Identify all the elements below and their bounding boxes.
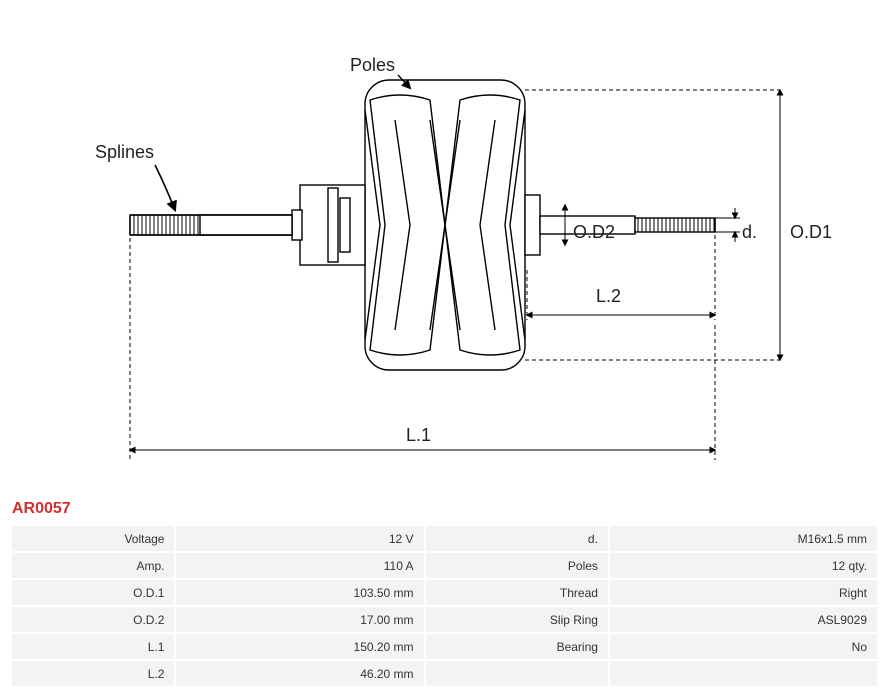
spec-value: 150.20 mm xyxy=(176,634,423,659)
spec-label: L.1 xyxy=(12,634,174,659)
spec-label: Voltage xyxy=(12,526,174,551)
label-d: d. xyxy=(742,222,757,243)
spec-label: Slip Ring xyxy=(426,607,608,632)
spec-label: O.D.2 xyxy=(12,607,174,632)
label-poles: Poles xyxy=(350,55,395,76)
table-row: L.2 46.20 mm xyxy=(12,661,877,686)
spec-label: Amp. xyxy=(12,553,174,578)
label-od1: O.D1 xyxy=(790,222,832,243)
spec-value: 46.20 mm xyxy=(176,661,423,686)
spec-label: Bearing xyxy=(426,634,608,659)
table-row: Voltage 12 V d. M16x1.5 mm xyxy=(12,526,877,551)
label-splines: Splines xyxy=(95,142,154,163)
table-row: O.D.1 103.50 mm Thread Right xyxy=(12,580,877,605)
label-l2: L.2 xyxy=(596,286,621,307)
part-number: AR0057 xyxy=(12,500,71,518)
table-row: Amp. 110 A Poles 12 qty. xyxy=(12,553,877,578)
spec-label: O.D.1 xyxy=(12,580,174,605)
spec-table: Voltage 12 V d. M16x1.5 mm Amp. 110 A Po… xyxy=(10,524,879,688)
table-row: O.D.2 17.00 mm Slip Ring ASL9029 xyxy=(12,607,877,632)
spec-value: 103.50 mm xyxy=(176,580,423,605)
label-l1: L.1 xyxy=(406,425,431,446)
spec-value xyxy=(610,661,877,686)
spec-label: Poles xyxy=(426,553,608,578)
technical-diagram: Poles Splines O.D1 O.D2 d. L.2 L.1 xyxy=(0,0,889,490)
label-od2: O.D2 xyxy=(573,222,615,243)
spec-label: Thread xyxy=(426,580,608,605)
spec-label: d. xyxy=(426,526,608,551)
spec-value: No xyxy=(610,634,877,659)
spec-value: Right xyxy=(610,580,877,605)
spec-value: 12 V xyxy=(176,526,423,551)
spec-label: L.2 xyxy=(12,661,174,686)
table-row: L.1 150.20 mm Bearing No xyxy=(12,634,877,659)
spec-value: M16x1.5 mm xyxy=(610,526,877,551)
spec-value: 17.00 mm xyxy=(176,607,423,632)
spec-value: 12 qty. xyxy=(610,553,877,578)
spec-value: ASL9029 xyxy=(610,607,877,632)
spec-label xyxy=(426,661,608,686)
spec-value: 110 A xyxy=(176,553,423,578)
